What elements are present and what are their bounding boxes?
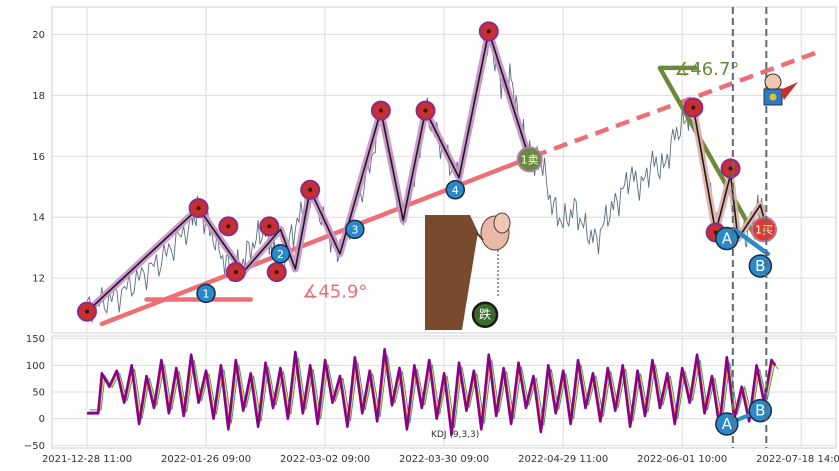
price-y-tick-label: 16 bbox=[32, 152, 45, 163]
superhero-icon bbox=[764, 73, 782, 91]
indicator-y-tick-label: 100 bbox=[26, 361, 45, 372]
wave-number-marker bbox=[270, 244, 291, 264]
pivot-marker-dot bbox=[233, 270, 238, 275]
sell-signal-label: 1卖 bbox=[521, 153, 539, 166]
wave-letter-label: B bbox=[755, 257, 765, 275]
indicator-title: KDJ (9,3,3) bbox=[431, 430, 479, 440]
price-y-tick-label: 20 bbox=[32, 30, 45, 41]
kdj-k-line bbox=[88, 352, 778, 432]
price-y-tick-label: 14 bbox=[32, 213, 45, 224]
x-tick-label: 2022-06-01 10:00 bbox=[637, 454, 727, 465]
wave-number-label: 4 bbox=[452, 184, 459, 197]
indicator-y-tick-label: 50 bbox=[32, 388, 45, 399]
wave-number-marker bbox=[345, 219, 365, 240]
angle-label: ∡45.9° bbox=[302, 281, 367, 302]
superhero-emblem-icon bbox=[769, 93, 777, 101]
downtrend-line bbox=[657, 65, 759, 240]
pivot-marker-dot bbox=[378, 108, 383, 113]
dog-paw-icon bbox=[475, 231, 484, 241]
x-tick-label: 2022-03-02 09:00 bbox=[280, 454, 370, 465]
x-tick-label: 2022-03-30 09:00 bbox=[399, 454, 489, 465]
pivot-marker-dot bbox=[691, 105, 696, 110]
uptrend-projection-line bbox=[532, 50, 817, 159]
pivot-marker-dot bbox=[728, 166, 733, 171]
indicator-letter-label: A bbox=[722, 415, 733, 433]
wave-number-label: 1 bbox=[203, 287, 210, 300]
indicator-y-tick-label: −50 bbox=[24, 441, 45, 452]
kdj-j-line bbox=[87, 348, 777, 436]
decorations bbox=[425, 7, 798, 448]
price-y-tick-label: 18 bbox=[32, 91, 45, 102]
pivot-marker-dot bbox=[267, 224, 272, 229]
indicator-y-tick-label: 150 bbox=[26, 334, 45, 345]
pivot-marker-dot bbox=[308, 187, 313, 192]
x-tick-label: 2022-07-18 14:00 bbox=[756, 454, 839, 465]
wave-letter-label: A bbox=[722, 230, 733, 248]
pivot-marker-dot bbox=[486, 29, 491, 34]
indicator-letter-label: B bbox=[755, 402, 765, 420]
fall-badge bbox=[471, 301, 499, 328]
x-tick-label: 2022-04-29 11:00 bbox=[518, 454, 608, 465]
pivot-marker-dot bbox=[274, 270, 279, 275]
pivot-marker-dot bbox=[196, 206, 201, 211]
angle-label: ∡46.7° bbox=[674, 59, 739, 80]
kdj-d-line bbox=[89, 355, 779, 429]
wave-number-label: 3 bbox=[351, 223, 358, 236]
pivot-marker-dot bbox=[85, 309, 89, 314]
fall-label: 跌 bbox=[479, 307, 491, 322]
price-y-tick-label: 12 bbox=[32, 274, 45, 285]
dog-head-icon bbox=[493, 212, 511, 234]
pivot-marker-dot bbox=[226, 224, 231, 229]
wave-number-label: 2 bbox=[277, 248, 284, 261]
wave-number-marker bbox=[196, 283, 216, 304]
x-axis: 2021-12-28 11:00 2022-01-26 09:00 2022-03-… bbox=[42, 454, 839, 465]
buy-signal-label: 1买 bbox=[755, 223, 773, 236]
cliff-icon bbox=[425, 215, 478, 330]
x-tick-label: 2022-01-26 09:00 bbox=[161, 454, 251, 465]
wave-number-marker bbox=[445, 180, 466, 200]
indicator-y-tick-label: 0 bbox=[39, 414, 45, 425]
indicator-panel: 150 100 50 0 −50 A B KDJ (9,3,3) bbox=[24, 334, 837, 452]
zigzag-line bbox=[692, 107, 769, 240]
buy-signal-badge bbox=[751, 216, 778, 243]
x-tick-label: 2021-12-28 11:00 bbox=[42, 454, 132, 465]
wave-ab-line bbox=[732, 227, 771, 257]
superhero-cape-icon bbox=[780, 82, 798, 100]
sell-signal-badge bbox=[516, 146, 543, 173]
pivot-marker-dot bbox=[423, 108, 428, 113]
